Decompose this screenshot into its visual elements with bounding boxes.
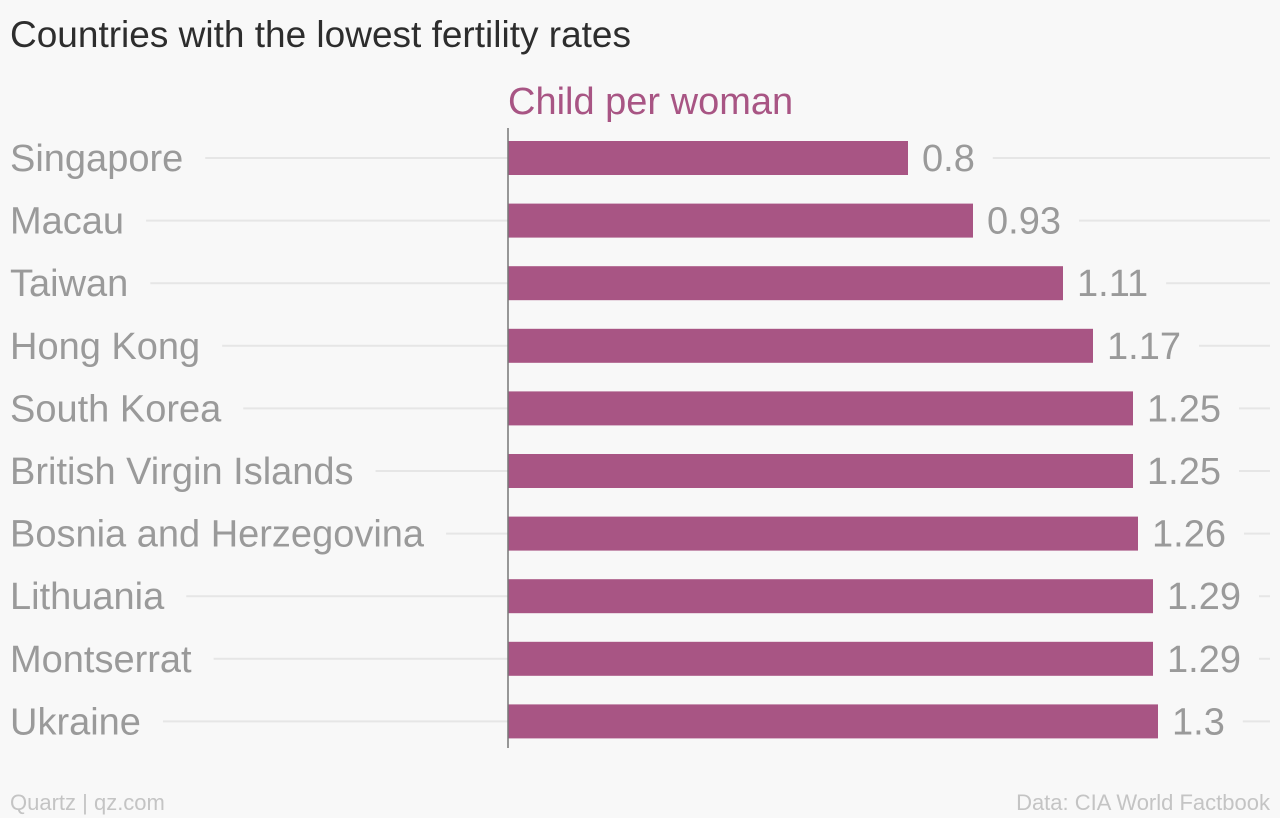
series-label: Child per woman xyxy=(508,81,793,123)
value-label: 0.93 xyxy=(987,201,1061,243)
bar xyxy=(508,641,1153,676)
bar xyxy=(508,203,973,238)
category-label: South Korea xyxy=(10,388,222,430)
category-label: Lithuania xyxy=(10,576,165,618)
value-label: 1.26 xyxy=(1152,514,1226,556)
bar xyxy=(508,391,1133,426)
chart-title: Countries with the lowest fertility rate… xyxy=(10,14,632,55)
category-label: Ukraine xyxy=(10,701,141,743)
bar xyxy=(508,704,1158,739)
bar xyxy=(508,266,1063,301)
value-label: 1.11 xyxy=(1077,263,1148,305)
value-label: 1.25 xyxy=(1147,388,1221,430)
value-label: 1.25 xyxy=(1147,451,1221,493)
bar xyxy=(508,328,1093,363)
value-label: 1.17 xyxy=(1107,326,1181,368)
bar xyxy=(508,579,1153,614)
bar xyxy=(508,454,1133,488)
value-label: 1.3 xyxy=(1172,701,1225,743)
footer-source-right: Data: CIA World Factbook xyxy=(1016,790,1270,815)
bar xyxy=(508,516,1138,551)
category-label: Hong Kong xyxy=(10,326,200,368)
category-label: Singapore xyxy=(10,138,183,180)
category-label: British Virgin Islands xyxy=(10,451,354,493)
value-label: 1.29 xyxy=(1167,639,1241,681)
category-label: Montserrat xyxy=(10,639,192,681)
bar xyxy=(508,141,908,175)
category-label: Taiwan xyxy=(10,263,128,305)
category-label: Macau xyxy=(10,201,124,243)
value-label: 1.29 xyxy=(1167,576,1241,618)
value-label: 0.8 xyxy=(922,138,975,180)
category-label: Bosnia and Herzegovina xyxy=(10,514,425,556)
footer-source-left: Quartz | qz.com xyxy=(10,790,165,815)
